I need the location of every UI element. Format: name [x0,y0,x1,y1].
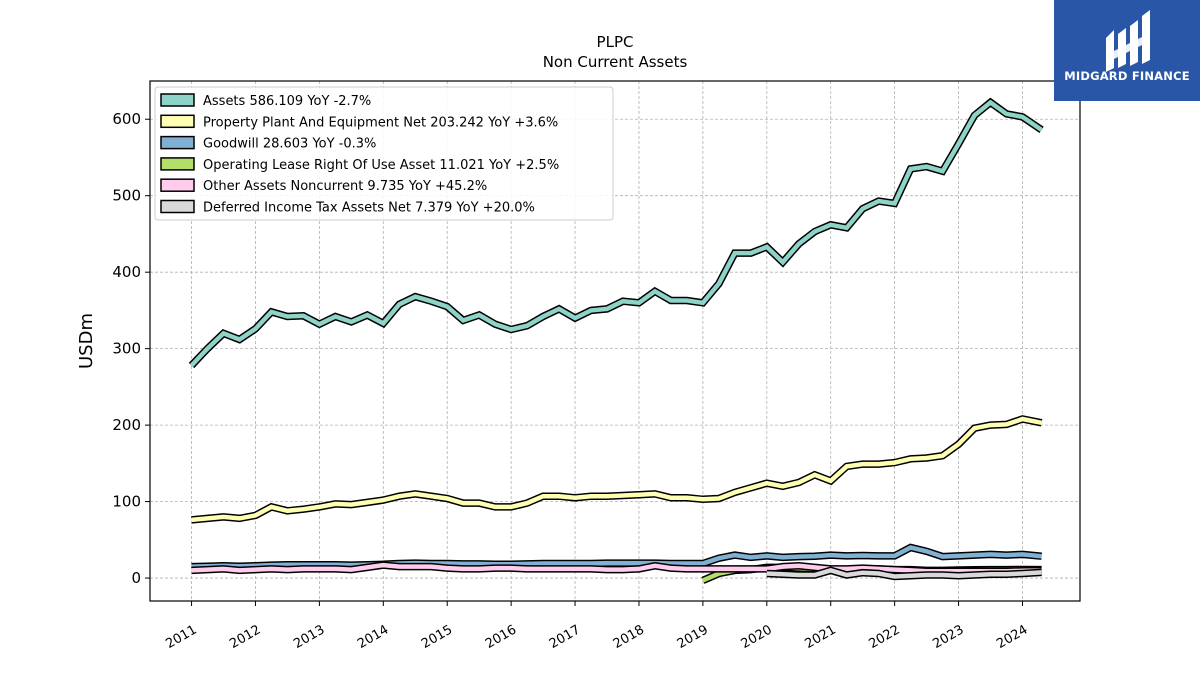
series-6 [766,566,1042,581]
series-3 [191,543,1042,571]
series-line [191,416,1043,523]
legend-label: Deferred Income Tax Assets Net 7.379 YoY… [203,201,535,216]
legend: Assets 586.109 YoY -2.7% Property Plant A… [154,86,614,221]
legend-box [154,86,614,221]
x-tick-label: 2020 [739,622,775,652]
y-tick-label: 200 [112,416,141,434]
legend-label: Property Plant And Equipment Net 203.242… [203,115,558,130]
x-tick-label: 2012 [227,622,263,652]
legend-label: Operating Lease Right Of Use Asset 11.02… [203,158,559,173]
legend-swatch [160,199,195,214]
series-line [191,545,1042,569]
y-tick-label: 600 [112,110,141,128]
x-tick-label: 2016 [483,622,519,652]
x-tick-label: 2018 [611,622,647,652]
series-1 [188,97,1044,369]
series-lines [188,97,1044,584]
legend-label: Assets 586.109 YoY -2.7% [203,94,371,109]
y-tick-label: 500 [112,187,141,205]
y-tick-label: 300 [112,340,141,358]
logo-text: MIDGARD FINANCE [1064,69,1190,83]
x-tick-label: 2024 [994,622,1030,652]
legend-swatch [160,157,195,171]
x-tick-label: 2021 [803,622,839,652]
x-tick-label: 2022 [866,622,902,652]
x-tick-label: 2013 [291,622,327,652]
x-tick-label: 2019 [675,622,711,652]
y-tick-label: 400 [112,263,141,281]
midgard-m-logo-icon [1106,10,1150,72]
legend-swatch [160,178,195,192]
x-tick-label: 2014 [355,622,391,652]
x-tick-label: 2011 [163,622,199,652]
y-tick-label: 0 [131,569,141,587]
series-2 [191,415,1043,524]
plot-frame [149,80,1081,602]
x-tick-label: 2023 [930,622,966,652]
chart-subtitle: Non Current Assets [542,53,688,71]
legend-label: Other Assets Noncurrent 9.735 YoY +45.2% [203,179,487,194]
legend-swatch [160,93,195,107]
series-5 [191,561,1042,575]
series-line [189,99,1043,368]
midgard-finance-logo: MIDGARD FINANCE [1054,0,1200,101]
series-line [766,568,1042,579]
legend-label: Goodwill 28.603 YoY -0.3% [203,137,376,152]
y-axis-label: USDm [76,313,97,369]
legend-swatch [160,135,195,150]
legend-swatch [160,114,195,129]
y-axis-ticks: 0 100 200 300 400 500 600 [112,110,150,587]
x-tick-label: 2017 [547,622,583,652]
x-axis-ticks: 2011 2012 2013 2014 2015 2016 2017 2018 2019 2020… [163,601,1030,652]
chart-title: PLPC [596,33,634,51]
series-line [191,562,1042,574]
y-tick-label: 100 [112,493,141,511]
x-tick-label: 2015 [419,622,455,652]
